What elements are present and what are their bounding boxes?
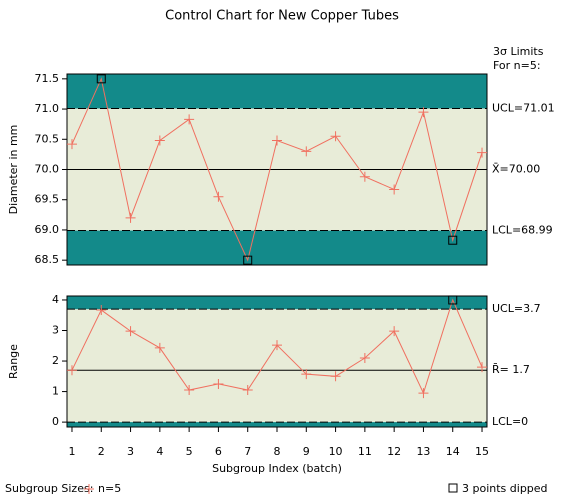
data-point	[184, 385, 195, 396]
data-point	[418, 107, 429, 118]
footer-note: 3 points dipped	[462, 482, 548, 495]
out-of-control-point	[448, 295, 458, 305]
y-tick-label: 71.5	[35, 72, 60, 85]
y-tick-label: 70.5	[35, 132, 60, 145]
center-label: R̄= 1.7	[492, 363, 530, 376]
x-tick-label: 14	[446, 445, 460, 458]
data-point	[301, 146, 312, 157]
data-point	[66, 139, 77, 150]
data-point	[389, 326, 400, 337]
in-control-zone	[67, 309, 487, 423]
x-axis-title: Subgroup Index (batch)	[212, 462, 342, 475]
data-point	[330, 371, 341, 382]
legend-marker	[84, 484, 94, 494]
out-of-control-point	[96, 74, 106, 84]
x-tick-label: 13	[416, 445, 430, 458]
x-tick-label: 4	[156, 445, 163, 458]
limits-header: 3σ Limits	[493, 45, 544, 58]
data-point	[96, 305, 107, 316]
y-tick-label: 69.0	[35, 223, 60, 236]
x-tick-label: 7	[244, 445, 251, 458]
data-point	[272, 135, 282, 146]
y-tick-label: 2	[52, 354, 59, 367]
y-tick-label: 0	[52, 415, 59, 428]
data-point	[213, 378, 224, 389]
y-tick-label: 71.0	[35, 102, 60, 115]
y-tick-label: 70.0	[35, 163, 60, 176]
x-tick-label: 12	[387, 445, 401, 458]
data-point	[359, 171, 370, 182]
x-tick-label: 3	[127, 445, 134, 458]
data-point	[184, 114, 195, 125]
data-point	[477, 147, 488, 158]
data-point	[154, 342, 165, 353]
data-point	[154, 135, 165, 146]
x-tick-label: 15	[475, 445, 489, 458]
data-point	[418, 388, 429, 399]
y-tick-label: 68.5	[35, 253, 60, 266]
data-point	[125, 326, 136, 337]
x-tick-label: 6	[215, 445, 222, 458]
lcl-label: LCL=0	[492, 415, 528, 428]
x-tick-label: 9	[303, 445, 310, 458]
data-point	[272, 340, 282, 351]
note-marker	[448, 483, 458, 493]
legend-label: n=5	[98, 482, 121, 495]
lcl-label: LCL=68.99	[492, 224, 553, 237]
data-point	[359, 352, 370, 363]
data-point	[213, 191, 224, 202]
x-tick-label: 11	[358, 445, 372, 458]
ucl-label: UCL=71.01	[492, 101, 555, 114]
y-tick-label: 4	[52, 293, 59, 306]
y-axis-title: Diameter in mm	[7, 125, 20, 215]
center-label: X̄=70.00	[492, 162, 540, 175]
data-point	[66, 365, 77, 376]
x-tick-label: 2	[98, 445, 105, 458]
x-tick-label: 8	[274, 445, 281, 458]
footer-label: Subgroup Sizes:	[5, 482, 93, 495]
data-point	[389, 184, 400, 195]
out-of-control-point	[448, 235, 458, 245]
data-point	[125, 212, 136, 223]
data-point	[330, 131, 341, 142]
ucl-label: UCL=3.7	[492, 302, 541, 315]
limits-header: For n=5:	[493, 59, 541, 72]
y-axis-title: Range	[7, 344, 20, 379]
data-point	[301, 369, 312, 380]
x-tick-label: 10	[329, 445, 343, 458]
out-of-control-point	[243, 255, 253, 265]
x-tick-label: 1	[68, 445, 75, 458]
x-tick-label: 5	[186, 445, 193, 458]
data-point	[242, 385, 253, 396]
y-tick-label: 1	[52, 385, 59, 398]
chart-title: Control Chart for New Copper Tubes	[165, 9, 399, 24]
y-tick-label: 69.5	[35, 193, 60, 206]
y-tick-label: 3	[52, 324, 59, 337]
data-point	[477, 362, 488, 373]
